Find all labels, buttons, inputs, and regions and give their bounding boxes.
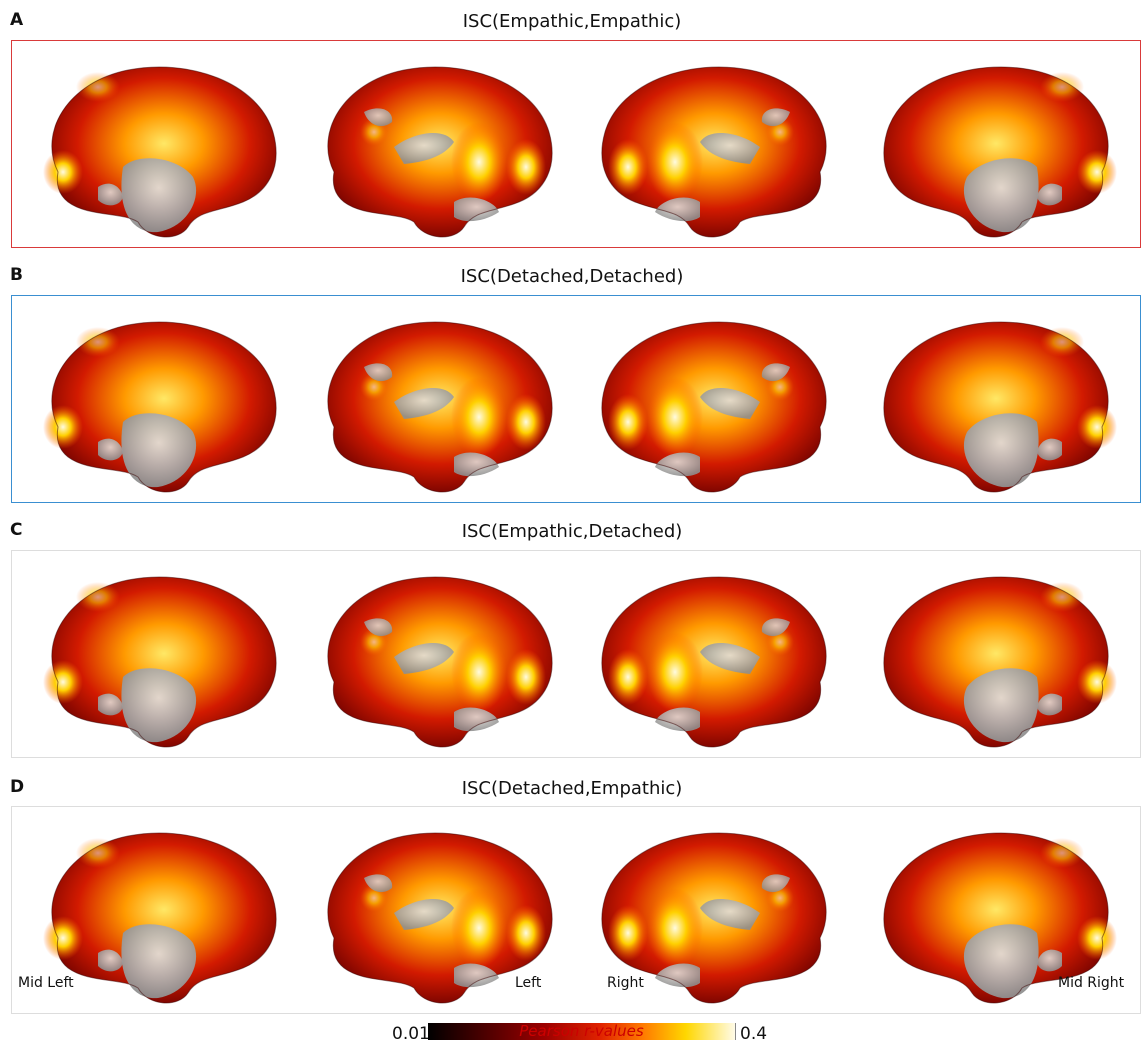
brain-mid-left: [28, 307, 288, 497]
panel-letter: B: [10, 265, 23, 285]
brain-surface-icon: [327, 832, 553, 1004]
view-label-mid-right: Mid Right: [1058, 975, 1125, 991]
brain-mid-left: [28, 818, 288, 1008]
colorbar-max-label: 0.4: [740, 1024, 768, 1044]
colorbar: [428, 1023, 735, 1040]
brain-surface-icon: [601, 321, 827, 493]
brain-right: [590, 52, 850, 242]
colorbar-min-label: 0.01: [392, 1024, 430, 1044]
panel-frame: [11, 550, 1141, 758]
brain-mid-right: [872, 307, 1132, 497]
brain-right: [590, 307, 850, 497]
brain-surface-icon: [43, 832, 277, 1004]
brain-mid-right: [872, 818, 1132, 1008]
panel-title: ISC(Detached,Detached): [460, 266, 684, 287]
panel-frame: [11, 806, 1141, 1014]
brain-surface-icon: [43, 66, 277, 238]
colorbar-title: Pearson r-values: [519, 1022, 644, 1040]
brain-surface-icon: [883, 832, 1117, 1004]
brain-right: [590, 818, 850, 1008]
panel-frame: [11, 40, 1141, 248]
panel-title: ISC(Detached,Empathic): [461, 778, 683, 799]
view-label-mid-left: Mid Left: [18, 975, 74, 991]
brain-surface-icon: [43, 321, 277, 493]
panel-frame: [11, 295, 1141, 503]
brain-surface-icon: [883, 321, 1117, 493]
brain-mid-left: [28, 562, 288, 752]
brain-surface-icon: [327, 576, 553, 748]
brain-surface-icon: [601, 66, 827, 238]
panel-letter: C: [10, 520, 23, 540]
brain-left: [304, 562, 564, 752]
panel-letter: D: [10, 777, 25, 797]
brain-right: [590, 562, 850, 752]
brain-surface-icon: [883, 66, 1117, 238]
brain-surface-icon: [327, 66, 553, 238]
brain-surface-icon: [883, 576, 1117, 748]
view-label-right: Right: [607, 975, 644, 991]
brain-surface-icon: [43, 576, 277, 748]
colorbar-end-tick: [735, 1023, 736, 1040]
panel-title: ISC(Empathic,Empathic): [462, 11, 682, 32]
brain-mid-right: [872, 52, 1132, 242]
view-label-left: Left: [515, 975, 542, 991]
brain-mid-right: [872, 562, 1132, 752]
brain-left: [304, 818, 564, 1008]
brain-left: [304, 52, 564, 242]
brain-left: [304, 307, 564, 497]
brain-surface-icon: [601, 832, 827, 1004]
brain-mid-left: [28, 52, 288, 242]
brain-surface-icon: [327, 321, 553, 493]
brain-surface-icon: [601, 576, 827, 748]
panel-letter: A: [10, 10, 24, 30]
panel-title: ISC(Empathic,Detached): [461, 521, 683, 542]
